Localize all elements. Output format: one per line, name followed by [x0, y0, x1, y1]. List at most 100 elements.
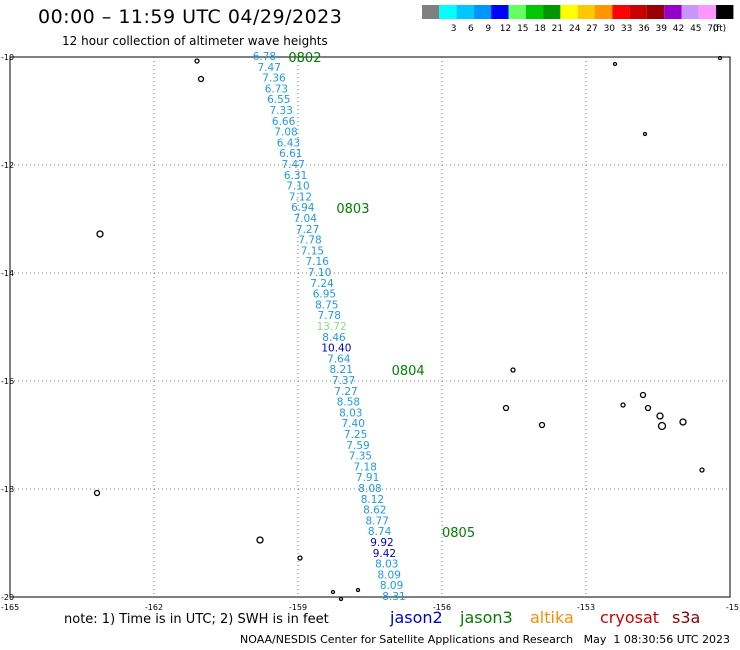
island-outline: [699, 467, 705, 473]
swh-value: 6.31: [284, 170, 307, 182]
colorbar-unit: (ft): [713, 24, 727, 34]
swh-value: 7.10: [286, 181, 309, 193]
pass-time-label: 0804: [392, 364, 425, 379]
colorbar-swatch: [681, 5, 699, 19]
legend-jason3: jason3: [460, 608, 513, 627]
swh-value: 7.64: [327, 353, 351, 365]
island-outline: [639, 391, 647, 399]
swh-value: 7.18: [354, 461, 377, 473]
colorbar-swatch: [525, 5, 544, 19]
x-tick-label: -153: [577, 603, 595, 612]
swh-value: 9.92: [370, 537, 393, 549]
swh-value: 7.78: [318, 310, 341, 322]
colorbar-swatch: [664, 5, 682, 19]
colorbar-label: 3: [451, 24, 457, 34]
island-outline: [355, 587, 361, 593]
island-outline: [679, 418, 687, 426]
swh-value: 7.04: [294, 213, 318, 225]
island-outline: [644, 404, 652, 412]
colorbar-swatch: [439, 5, 457, 19]
legend-altika: altika: [530, 608, 574, 627]
colorbar-swatch: [577, 5, 595, 19]
colorbar-label: 30: [604, 24, 616, 34]
colorbar-label: 39: [655, 24, 667, 34]
colorbar-label: 27: [586, 24, 597, 34]
swh-value: 7.35: [349, 451, 372, 463]
swh-value: 8.75: [315, 299, 338, 311]
colorbar-label: 42: [673, 24, 684, 34]
swh-value: 8.03: [339, 407, 362, 419]
swh-value: 6.95: [313, 289, 336, 301]
island-outline: [256, 536, 264, 544]
y-tick-label: -16: [1, 377, 14, 386]
swh-value: 7.36: [262, 73, 286, 85]
colorbar-swatch: [508, 5, 526, 19]
island-outline: [642, 131, 648, 137]
swh-value: 7.15: [301, 245, 324, 257]
colorbar-swatch: [456, 5, 474, 19]
island-outline: [510, 367, 516, 373]
pass-time-label: 0805: [442, 526, 475, 541]
swh-value: 8.09: [380, 580, 403, 592]
pass-time-label: 0802: [288, 51, 321, 66]
x-tick-label: -15: [726, 603, 739, 612]
swh-value: 7.37: [332, 375, 355, 387]
x-tick-label: -159: [289, 603, 307, 612]
map-frame: [9, 56, 731, 598]
swh-value: 7.10: [308, 267, 331, 279]
colorbar-swatch: [698, 5, 717, 19]
colorbar-label: 36: [638, 24, 650, 34]
swh-value: 8.21: [330, 364, 353, 376]
island-outline: [717, 55, 723, 61]
swh-value: 8.46: [322, 332, 346, 344]
y-tick-label: -18: [1, 485, 14, 494]
colorbar-label: 18: [534, 24, 546, 34]
colorbar-label: 9: [485, 24, 491, 34]
swh-value: 7.25: [344, 429, 367, 441]
swh-value: 7.08: [274, 127, 297, 139]
swh-value: 7.24: [310, 278, 334, 290]
island-outline: [96, 230, 104, 238]
island-outline: [612, 61, 618, 67]
colorbar-label: 45: [690, 24, 701, 34]
swh-value: 8.62: [363, 505, 386, 517]
swh-value: 8.03: [375, 559, 398, 571]
swh-value: 13.72: [317, 321, 347, 333]
swh-value: 7.91: [356, 472, 379, 484]
swh-value: 6.55: [267, 94, 290, 106]
colorbar-swatch: [595, 5, 613, 19]
swh-value: 8.08: [358, 483, 381, 495]
swh-value: 7.16: [306, 256, 330, 268]
legend-jason2: jason2: [390, 608, 443, 627]
note-text: note: 1) Time is in UTC; 2) SWH is in fe…: [64, 612, 329, 627]
swh-value: 7.40: [342, 418, 365, 430]
swh-value: 7.59: [346, 440, 369, 452]
swh-value: 6.66: [272, 116, 296, 128]
colorbar-label: 70: [707, 24, 719, 34]
y-tick-label: -14: [1, 269, 14, 278]
swh-value: 7.12: [289, 191, 312, 203]
colorbar-swatch: [560, 5, 578, 19]
x-tick-label: -165: [1, 603, 19, 612]
legend-s3a: s3a: [672, 608, 701, 627]
island-outline: [330, 589, 336, 595]
swh-value: 8.77: [366, 515, 389, 527]
island-outline: [338, 596, 344, 602]
swh-value: 8.12: [361, 494, 384, 506]
colorbar-label: 6: [468, 24, 474, 34]
colorbar-swatch: [629, 5, 647, 19]
swh-value: 6.73: [265, 83, 288, 95]
colorbar-label: 15: [517, 24, 528, 34]
y-tick-label: -12: [1, 161, 14, 170]
colorbar-swatch: [612, 5, 630, 19]
swh-value: 7.27: [334, 386, 357, 398]
swh-value: 9.42: [373, 548, 396, 560]
swh-value: 8.58: [337, 397, 360, 409]
island-outline: [657, 421, 667, 431]
colorbar: 3 6 9 12 15 18 21 24 27 30 33 36 39 42 45 70(ft): [422, 5, 734, 34]
credit-text: NOAA/NESDIS Center for Satellite Applica…: [240, 633, 731, 646]
x-tick-label: -162: [145, 603, 163, 612]
legend-cryosat: cryosat: [600, 608, 660, 627]
colorbar-swatch: [646, 5, 665, 19]
